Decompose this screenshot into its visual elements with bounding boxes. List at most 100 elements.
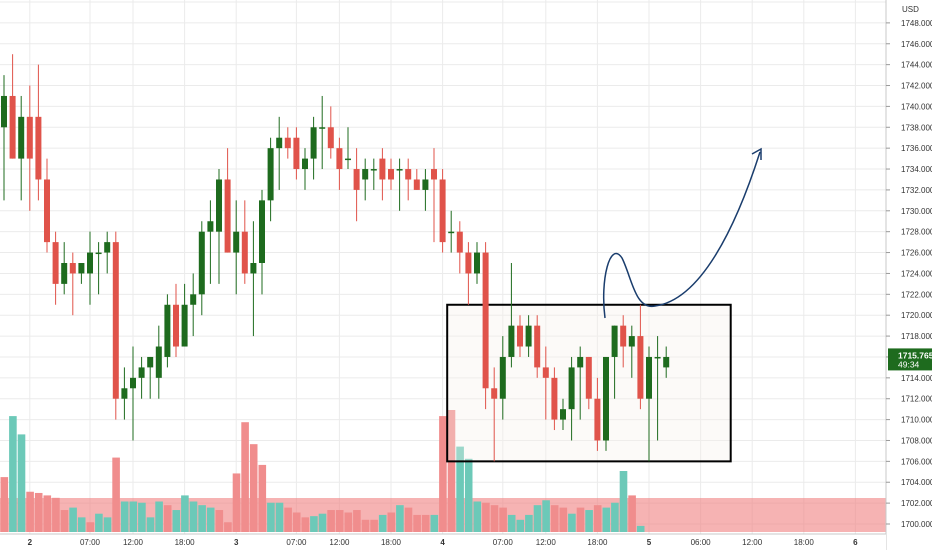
currency-label: USD <box>902 5 919 14</box>
candle-body <box>646 356 652 399</box>
candle-body <box>121 388 128 399</box>
volume-bar <box>103 517 112 532</box>
candle-body <box>61 263 68 284</box>
volume-bar <box>120 501 129 532</box>
candle-body <box>508 325 515 357</box>
volume-bars <box>0 410 645 532</box>
candle-body <box>233 231 240 253</box>
volume-bar <box>344 512 353 532</box>
candle-body <box>422 179 429 190</box>
current-price-badge <box>888 348 932 371</box>
volume-bar <box>370 519 378 532</box>
volume-bar <box>249 444 258 532</box>
volume-bar <box>95 513 103 532</box>
candle-body <box>585 356 592 399</box>
y-tick-label: 1736.000 <box>901 144 932 153</box>
volume-bar <box>232 473 241 532</box>
volume-bar <box>413 514 421 532</box>
y-tick-label: 1734.000 <box>901 165 932 174</box>
volume-bar <box>258 464 267 532</box>
volume-bar <box>464 458 473 532</box>
volume-bar <box>421 514 430 532</box>
candle-body <box>104 242 111 253</box>
volume-bar <box>542 500 550 532</box>
volume-bar <box>353 510 361 532</box>
volume-bar <box>86 522 95 532</box>
x-tick-label: 07:00 <box>493 538 514 547</box>
candle-body <box>173 304 179 347</box>
projection-curve[interactable] <box>602 151 761 319</box>
volume-bar <box>335 510 344 532</box>
volume-bar <box>611 502 619 532</box>
candle-body <box>293 137 300 170</box>
candle-body <box>216 179 222 232</box>
candle-body <box>164 304 171 357</box>
y-tick-label: 1742.000 <box>901 82 932 91</box>
y-tick-label: 1728.000 <box>901 228 932 237</box>
volume-bar <box>9 416 17 532</box>
y-tick-label: 1722.000 <box>901 290 932 299</box>
candle-body <box>241 231 248 274</box>
volume-bar <box>138 502 146 532</box>
volume-bar <box>447 410 456 532</box>
x-tick-label: 6 <box>853 538 858 547</box>
volume-bar <box>430 514 439 532</box>
x-tick-label: 18:00 <box>175 538 196 547</box>
candle-body <box>353 169 360 190</box>
volume-bar <box>559 507 568 532</box>
volume-bar <box>568 513 576 532</box>
candle-body <box>207 221 214 232</box>
volume-bar <box>490 505 499 532</box>
volume-bar <box>206 507 215 532</box>
candle-body <box>439 179 446 243</box>
candle-body <box>517 325 523 347</box>
y-tick-label: 1724.000 <box>901 269 932 278</box>
candle-body <box>413 179 420 190</box>
volume-bar <box>439 416 447 532</box>
volume-bar <box>378 514 387 532</box>
price-axis[interactable]: USD 1700.000 1702.000 1704.000 1706.000 1708… <box>885 0 932 550</box>
volume-bar <box>361 519 370 532</box>
y-tick-label: 1738.000 <box>901 123 932 132</box>
volume-bar <box>189 501 198 532</box>
volume-bar <box>52 497 60 532</box>
projection-arrow-annotation[interactable] <box>602 147 762 319</box>
candle-body <box>69 263 76 274</box>
y-tick-label: 1700.000 <box>901 520 932 529</box>
time-axis[interactable]: 2 07:00 12:00 18:00 3 07:00 12:00 18:00 4 07:00 12… <box>0 533 886 550</box>
candle-body <box>611 325 618 357</box>
volume-bar <box>473 501 482 532</box>
candle-body <box>525 325 532 347</box>
candle-body <box>370 169 377 171</box>
candle-body <box>542 367 549 378</box>
volume-bar <box>318 513 327 532</box>
volume-bar <box>602 507 611 532</box>
arrowhead-icon <box>751 147 762 160</box>
x-tick-label: 12:00 <box>329 538 350 547</box>
volume-bar <box>267 502 275 532</box>
volume-bar <box>499 507 507 532</box>
volume-bar <box>292 512 301 532</box>
y-tick-label: 1712.000 <box>901 395 932 404</box>
y-tick-label: 1748.000 <box>901 19 932 28</box>
candle-body <box>284 137 291 149</box>
candle-body <box>26 116 33 159</box>
candle-body <box>224 179 231 253</box>
volume-bar <box>516 519 525 532</box>
x-tick-label: 12:00 <box>123 538 144 547</box>
y-tick-label: 1708.000 <box>901 436 932 445</box>
candle-body <box>181 304 188 347</box>
candle-body <box>327 127 334 149</box>
x-tick-label: 18:00 <box>381 538 402 547</box>
y-tick-label: 1714.000 <box>901 374 932 383</box>
volume-bar <box>172 510 181 532</box>
y-tick-label: 1746.000 <box>901 40 932 49</box>
candle-body <box>568 367 575 410</box>
candle-body <box>44 179 50 243</box>
candle-body <box>302 158 308 170</box>
y-tick-label: 1718.000 <box>901 332 932 341</box>
volume-bar <box>77 517 86 532</box>
candle-body <box>628 336 635 347</box>
x-tick-label: 06:00 <box>691 538 712 547</box>
